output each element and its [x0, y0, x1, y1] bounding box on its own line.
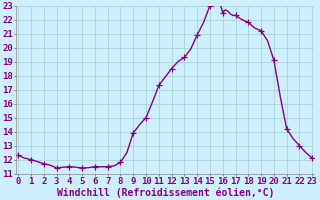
- X-axis label: Windchill (Refroidissement éolien,°C): Windchill (Refroidissement éolien,°C): [57, 187, 274, 198]
